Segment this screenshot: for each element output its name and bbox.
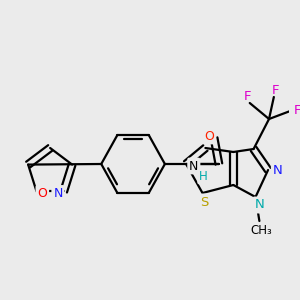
Text: F: F	[244, 91, 252, 103]
Text: O: O	[204, 130, 214, 142]
Text: N: N	[254, 199, 264, 212]
Text: F: F	[272, 85, 280, 98]
Text: H: H	[199, 169, 208, 182]
Text: CH₃: CH₃	[250, 224, 272, 238]
Text: N: N	[273, 164, 283, 176]
Text: N: N	[189, 160, 199, 172]
Text: S: S	[200, 196, 208, 208]
Text: O: O	[38, 187, 47, 200]
Text: F: F	[294, 104, 300, 118]
Text: N: N	[53, 187, 63, 200]
